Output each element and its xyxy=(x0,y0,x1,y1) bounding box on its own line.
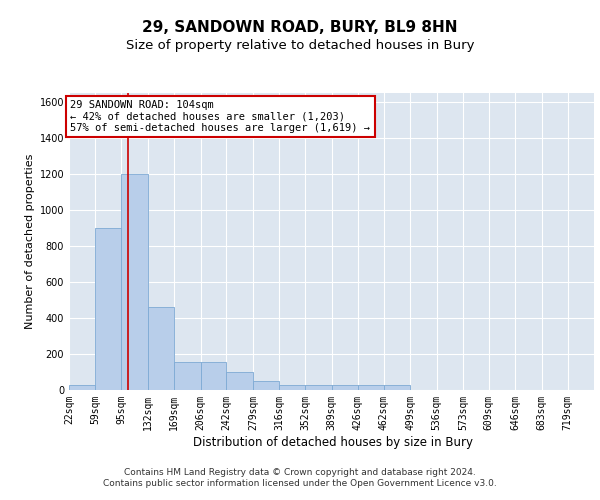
Bar xyxy=(69,384,95,390)
Text: Distribution of detached houses by size in Bury: Distribution of detached houses by size … xyxy=(193,436,473,449)
Text: Size of property relative to detached houses in Bury: Size of property relative to detached ho… xyxy=(126,40,474,52)
Bar xyxy=(384,384,410,390)
Text: Contains public sector information licensed under the Open Government Licence v3: Contains public sector information licen… xyxy=(103,480,497,488)
Bar xyxy=(95,228,121,390)
Bar xyxy=(305,384,331,390)
Bar xyxy=(226,372,253,390)
Bar xyxy=(174,362,200,390)
Text: 29 SANDOWN ROAD: 104sqm
← 42% of detached houses are smaller (1,203)
57% of semi: 29 SANDOWN ROAD: 104sqm ← 42% of detache… xyxy=(70,100,370,133)
Text: 29, SANDOWN ROAD, BURY, BL9 8HN: 29, SANDOWN ROAD, BURY, BL9 8HN xyxy=(142,20,458,35)
Bar xyxy=(121,174,148,390)
Bar xyxy=(358,384,384,390)
Bar xyxy=(279,384,305,390)
Bar xyxy=(148,307,174,390)
Bar xyxy=(331,386,358,390)
Bar xyxy=(200,362,226,390)
Bar xyxy=(253,381,279,390)
Text: Contains HM Land Registry data © Crown copyright and database right 2024.: Contains HM Land Registry data © Crown c… xyxy=(124,468,476,477)
Y-axis label: Number of detached properties: Number of detached properties xyxy=(25,154,35,329)
